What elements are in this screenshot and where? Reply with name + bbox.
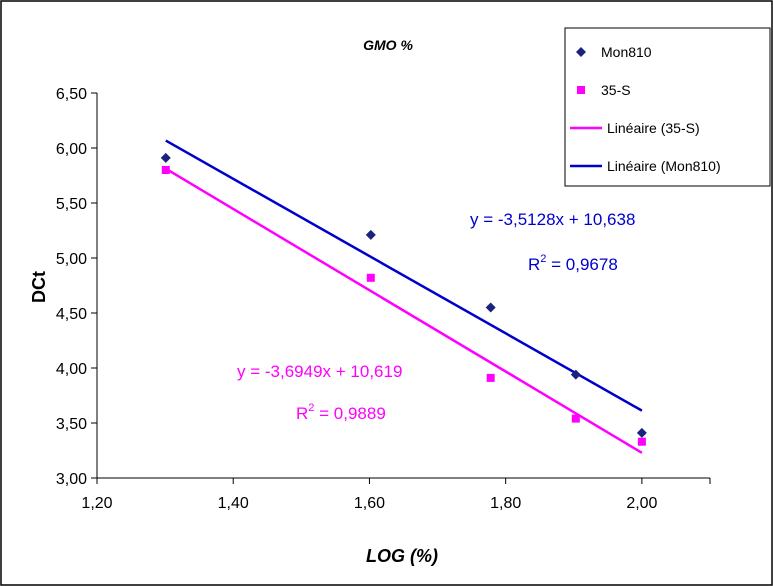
- mon810-equation: y = -3,5128x + 10,638: [470, 210, 635, 229]
- trendline-mon810: [165, 139, 643, 412]
- trendlines: [165, 139, 643, 454]
- x-tick-label: 1,20: [81, 495, 112, 512]
- data-points: [160, 152, 647, 446]
- point-35s: [486, 373, 495, 382]
- point-35s: [571, 414, 580, 423]
- axis-ticks: 3,00 3,50 4,00 4,50 5,00 5,50 6,00 6,50 1,20 1,40…: [56, 86, 711, 512]
- mon810-r2: R2 = 0,9678: [528, 253, 618, 274]
- legend-label-mon810: Mon810: [601, 44, 652, 60]
- point-mon810: [570, 369, 581, 380]
- legend-box: [564, 27, 771, 187]
- point-mon810: [485, 302, 496, 313]
- legend-label-linear-35s: Linéaire (35-S): [607, 120, 700, 136]
- y-tick-label: 4,00: [56, 361, 87, 378]
- 35s-equation: y = -3,6949x + 10,619: [237, 362, 402, 381]
- chart-title: GMO %: [363, 37, 413, 53]
- point-mon810: [636, 427, 647, 438]
- point-35s: [366, 273, 375, 282]
- x-tick-label: 1,40: [218, 495, 249, 512]
- y-axis-title: DCt: [29, 271, 49, 303]
- y-tick-label: 6,50: [56, 86, 87, 103]
- y-tick-label: 6,00: [56, 141, 87, 158]
- y-tick-label: 3,50: [56, 416, 87, 433]
- legend: Mon810 35-S Linéaire (35-S) Linéaire (Mo…: [564, 27, 771, 187]
- x-tick-label: 2,00: [626, 495, 657, 512]
- legend-marker-35s: [577, 86, 585, 94]
- y-tick-label: 5,00: [56, 251, 87, 268]
- legend-marker-mon810: [576, 47, 586, 57]
- y-tick-label: 4,50: [56, 306, 87, 323]
- 35s-r2: R2 = 0,9889: [296, 402, 386, 423]
- x-axis-title: LOG (%): [366, 546, 438, 566]
- point-mon810: [365, 229, 376, 240]
- legend-label-35s: 35-S: [601, 82, 631, 98]
- y-tick-label: 3,00: [56, 471, 87, 488]
- point-35s: [161, 166, 170, 174]
- point-mon810: [160, 152, 171, 163]
- legend-label-linear-mon810: Linéaire (Mon810): [607, 158, 721, 174]
- x-tick-label: 1,80: [490, 495, 521, 512]
- trendline-35s: [165, 167, 643, 454]
- y-tick-label: 5,50: [56, 196, 87, 213]
- point-35s: [637, 437, 646, 446]
- x-tick-label: 1,60: [354, 495, 385, 512]
